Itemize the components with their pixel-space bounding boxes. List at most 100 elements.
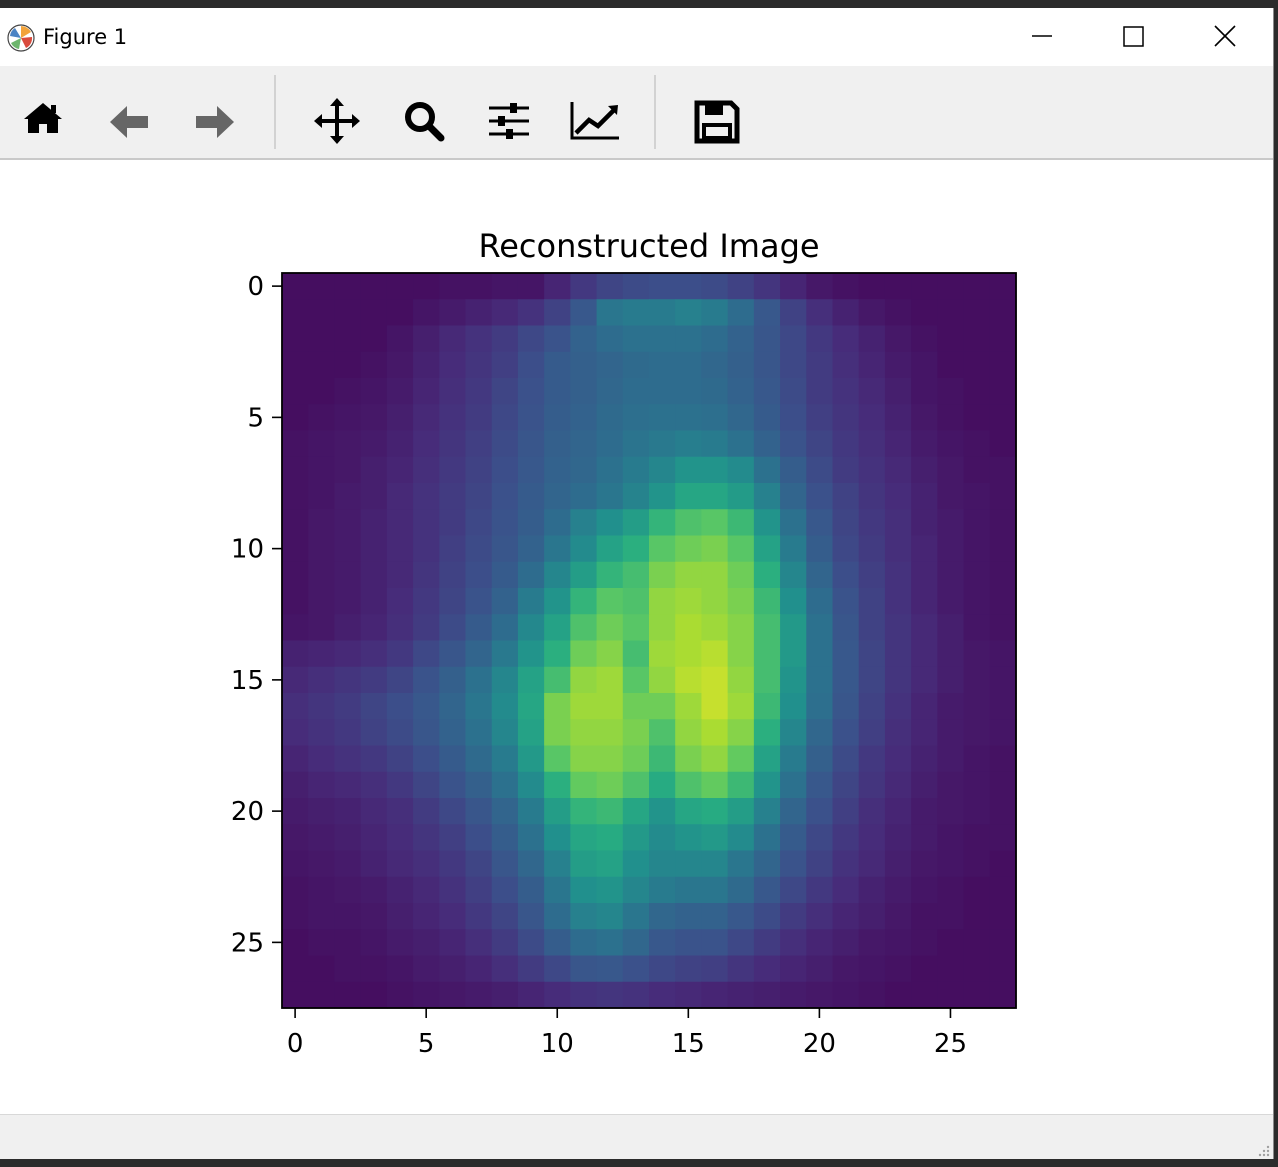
home-button[interactable] (13, 84, 73, 144)
heatmap-cell (413, 693, 440, 720)
minimize-button[interactable] (996, 8, 1088, 66)
heatmap-cell (570, 509, 598, 537)
home-icon (24, 103, 62, 133)
title-bar[interactable]: Figure 1 (0, 8, 1273, 66)
line-chart-icon (570, 102, 619, 140)
heatmap-cell (832, 876, 860, 904)
edit-axes-button[interactable] (565, 84, 625, 144)
heatmap-cell (806, 981, 834, 1009)
heatmap-cell (622, 299, 650, 327)
heatmap-cell (308, 719, 336, 747)
heatmap-cell (675, 876, 703, 904)
configure-subplots-button[interactable] (479, 84, 539, 144)
heatmap-cell (308, 929, 336, 957)
heatmap-cell (439, 693, 467, 720)
heatmap-cell (517, 378, 545, 405)
heatmap-cell (517, 719, 545, 747)
heatmap-cell (884, 929, 912, 957)
heatmap-cell (989, 824, 1017, 852)
heatmap-cell (282, 798, 309, 825)
heatmap-cell (282, 351, 309, 379)
heatmap-cell (491, 693, 519, 720)
heatmap-cell (832, 456, 860, 484)
heatmap-cell (622, 351, 650, 379)
heatmap-cell (596, 430, 624, 458)
heatmap-cell (753, 430, 781, 458)
heatmap-cell (884, 483, 912, 510)
heatmap-cell (334, 588, 362, 615)
heatmap-cell (596, 483, 624, 510)
resize-grip-icon[interactable] (1257, 1144, 1271, 1158)
heatmap-cell (465, 824, 493, 852)
maximize-button[interactable] (1087, 8, 1179, 66)
heatmap-cell (544, 509, 571, 537)
heatmap-cell (282, 640, 309, 668)
heatmap-cell (439, 378, 467, 405)
heatmap-cell (753, 955, 781, 983)
back-button[interactable] (100, 84, 160, 144)
heatmap-cell (491, 981, 519, 1009)
navigation-toolbar (0, 66, 1273, 160)
heatmap-cell (911, 640, 938, 668)
forward-button[interactable] (184, 84, 244, 144)
move-icon (314, 98, 360, 144)
heatmap-cell (544, 351, 571, 379)
heatmap-cell (884, 955, 912, 983)
heatmap-cell (491, 824, 519, 852)
heatmap-cell (963, 273, 991, 300)
heatmap-cell (308, 456, 336, 484)
heatmap-cell (308, 876, 336, 904)
heatmap-cell (911, 824, 938, 852)
heatmap-cell (675, 903, 703, 930)
heatmap-cell (308, 325, 336, 353)
heatmap-cell (544, 588, 571, 615)
heatmap-cell (491, 561, 519, 589)
heatmap-cell (596, 771, 624, 799)
zoom-button[interactable] (393, 84, 453, 144)
heatmap-cell (937, 955, 965, 983)
heatmap-cell (465, 273, 493, 300)
heatmap-cell (780, 798, 807, 825)
heatmap-cell (308, 955, 336, 983)
close-button[interactable] (1179, 8, 1271, 66)
heatmap-cell (832, 378, 860, 405)
heatmap-cell (465, 378, 493, 405)
heatmap-cell (753, 798, 781, 825)
heatmap-cell (308, 798, 336, 825)
heatmap-cell (806, 588, 834, 615)
heatmap-cell (465, 299, 493, 327)
save-button[interactable] (687, 84, 747, 144)
heatmap-cell (334, 509, 362, 537)
heatmap-cell (701, 378, 729, 405)
heatmap-cell (780, 745, 807, 773)
heatmap-cell (649, 666, 676, 694)
heatmap-cell (517, 614, 545, 642)
heatmap-cell (439, 876, 467, 904)
heatmap-cell (282, 404, 309, 432)
heatmap-cell (701, 614, 729, 642)
heatmap-cell (570, 719, 598, 747)
heatmap-cell (806, 666, 834, 694)
heatmap-cell (780, 614, 807, 642)
heatmap-cell (282, 771, 309, 799)
maximize-icon (1123, 26, 1144, 47)
heatmap-cell (884, 588, 912, 615)
heatmap-cell (386, 430, 414, 458)
heatmap-cell (675, 640, 703, 668)
heatmap-cell (465, 771, 493, 799)
heatmap-cell (963, 404, 991, 432)
pan-button[interactable] (307, 84, 367, 144)
heatmap-cell (596, 299, 624, 327)
heatmap-cell (937, 929, 965, 957)
heatmap-cell (308, 404, 336, 432)
heatmap-cell (727, 640, 755, 668)
heatmap-cell (858, 378, 886, 405)
heatmap-cell (491, 378, 519, 405)
heatmap-cell (439, 745, 467, 773)
heatmap-cell (937, 561, 965, 589)
heatmap-cell (832, 981, 860, 1009)
heatmap-cell (334, 535, 362, 563)
heatmap-cell (963, 483, 991, 510)
heatmap-cell (806, 798, 834, 825)
heatmap-cell (989, 850, 1017, 878)
